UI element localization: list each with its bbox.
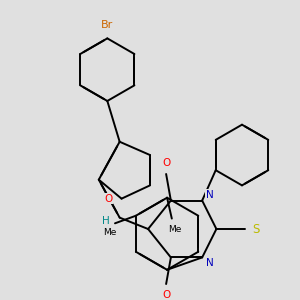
- Text: H: H: [103, 216, 110, 226]
- Text: Me: Me: [103, 228, 117, 237]
- Text: Br: Br: [101, 20, 113, 30]
- Text: O: O: [162, 290, 170, 300]
- Text: Me: Me: [168, 224, 181, 233]
- Text: O: O: [104, 194, 112, 204]
- Text: N: N: [206, 190, 214, 200]
- Text: S: S: [253, 223, 260, 236]
- Text: O: O: [162, 158, 170, 168]
- Text: N: N: [206, 258, 214, 268]
